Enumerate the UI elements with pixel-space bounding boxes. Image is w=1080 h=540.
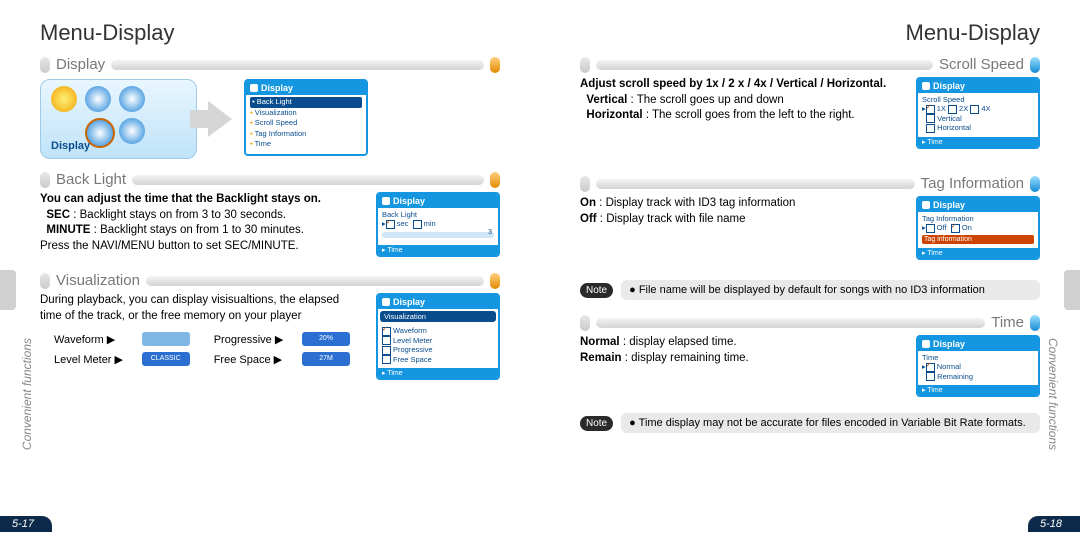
section-tag-info: Tag Information bbox=[580, 175, 1040, 192]
edge-tab bbox=[0, 270, 16, 310]
lcd-scroll-speed: Display Scroll Speed ▸1X 2X 4X Vertical … bbox=[916, 77, 1040, 149]
viz-grid: Waveform ▶ Progressive ▶ 20% Level Meter… bbox=[54, 332, 360, 366]
page-title: Menu-Display bbox=[580, 20, 1040, 46]
lcd-time: Display Time ▸Normal Remaining Time bbox=[916, 335, 1040, 397]
section-visualization: Visualization bbox=[40, 272, 500, 289]
note-tag: Note ● File name will be displayed by de… bbox=[580, 280, 1040, 300]
page-right: Menu-Display Scroll Speed Adjust scroll … bbox=[540, 0, 1080, 540]
page-number: 5-18 bbox=[1028, 516, 1080, 532]
time-text: Normal : display elapsed time. Remain : … bbox=[580, 335, 900, 366]
section-backlight: Back Light bbox=[40, 171, 500, 188]
display-icon-cluster: Display bbox=[40, 79, 197, 159]
page-number: 5-17 bbox=[0, 516, 52, 532]
lcd-visualization: Display Visualization Waveform Level Met… bbox=[376, 293, 500, 380]
note-time: Note ● Time display may not be accurate … bbox=[580, 413, 1040, 433]
lcd-backlight: Display Back Light ▸sec min 3 Time bbox=[376, 192, 500, 257]
section-time: Time bbox=[580, 314, 1040, 331]
backlight-text: You can adjust the time that the Backlig… bbox=[40, 192, 360, 254]
side-label: Convenient functions bbox=[20, 338, 34, 450]
edge-tab bbox=[1064, 270, 1080, 310]
side-label: Convenient functions bbox=[1046, 338, 1060, 450]
section-display: Display bbox=[40, 56, 500, 73]
tag-text: On : Display track with ID3 tag informat… bbox=[580, 196, 900, 227]
section-scroll-speed: Scroll Speed bbox=[580, 56, 1040, 73]
page-title: Menu-Display bbox=[40, 20, 500, 46]
lcd-tag-info: Display Tag Information ▸Off On Tag info… bbox=[916, 196, 1040, 260]
lcd-display-menu: Display Back Light Visualization Scroll … bbox=[244, 79, 368, 156]
scroll-text: Adjust scroll speed by 1x / 2 x / 4x / V… bbox=[580, 77, 900, 124]
arrow-icon bbox=[208, 101, 232, 137]
page-left: Menu-Display Display Display Display Bac… bbox=[0, 0, 540, 540]
